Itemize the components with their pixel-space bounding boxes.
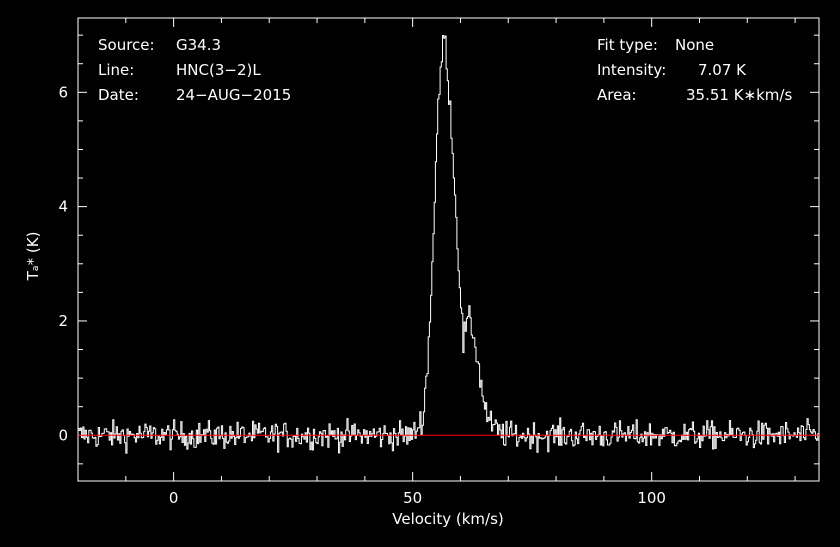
area-value: 35.51 K∗km/s <box>686 86 792 104</box>
y-tick-label: 2 <box>58 312 68 330</box>
y-tick-label: 4 <box>58 198 68 216</box>
line-label: Line: <box>98 61 134 79</box>
y-tick-label: 0 <box>58 426 68 444</box>
plot-layer: 0 50 100 0 2 4 6 <box>58 17 820 507</box>
source-label: Source: <box>98 36 155 54</box>
y-tick-label: 6 <box>58 83 68 101</box>
x-tick-label: 50 <box>403 489 422 507</box>
plot-frame <box>77 17 820 482</box>
line-value: HNC(3−2)L <box>176 61 261 79</box>
source-value: G34.3 <box>176 36 221 54</box>
date-label: Date: <box>98 86 139 104</box>
y-axis-label: Tₐ* (K) <box>24 232 42 282</box>
intensity-label: Intensity: <box>597 61 666 79</box>
x-tick-label: 100 <box>637 489 666 507</box>
x-axis-label: Velocity (km/s) <box>392 510 503 528</box>
x-tick-label: 0 <box>169 489 179 507</box>
fit-type-value: None <box>675 36 714 54</box>
intensity-value: 7.07 K <box>698 61 747 79</box>
fit-type-label: Fit type: <box>597 36 658 54</box>
date-value: 24−AUG−2015 <box>176 86 291 104</box>
spectrum-line <box>78 35 820 454</box>
area-label: Area: <box>597 86 637 104</box>
